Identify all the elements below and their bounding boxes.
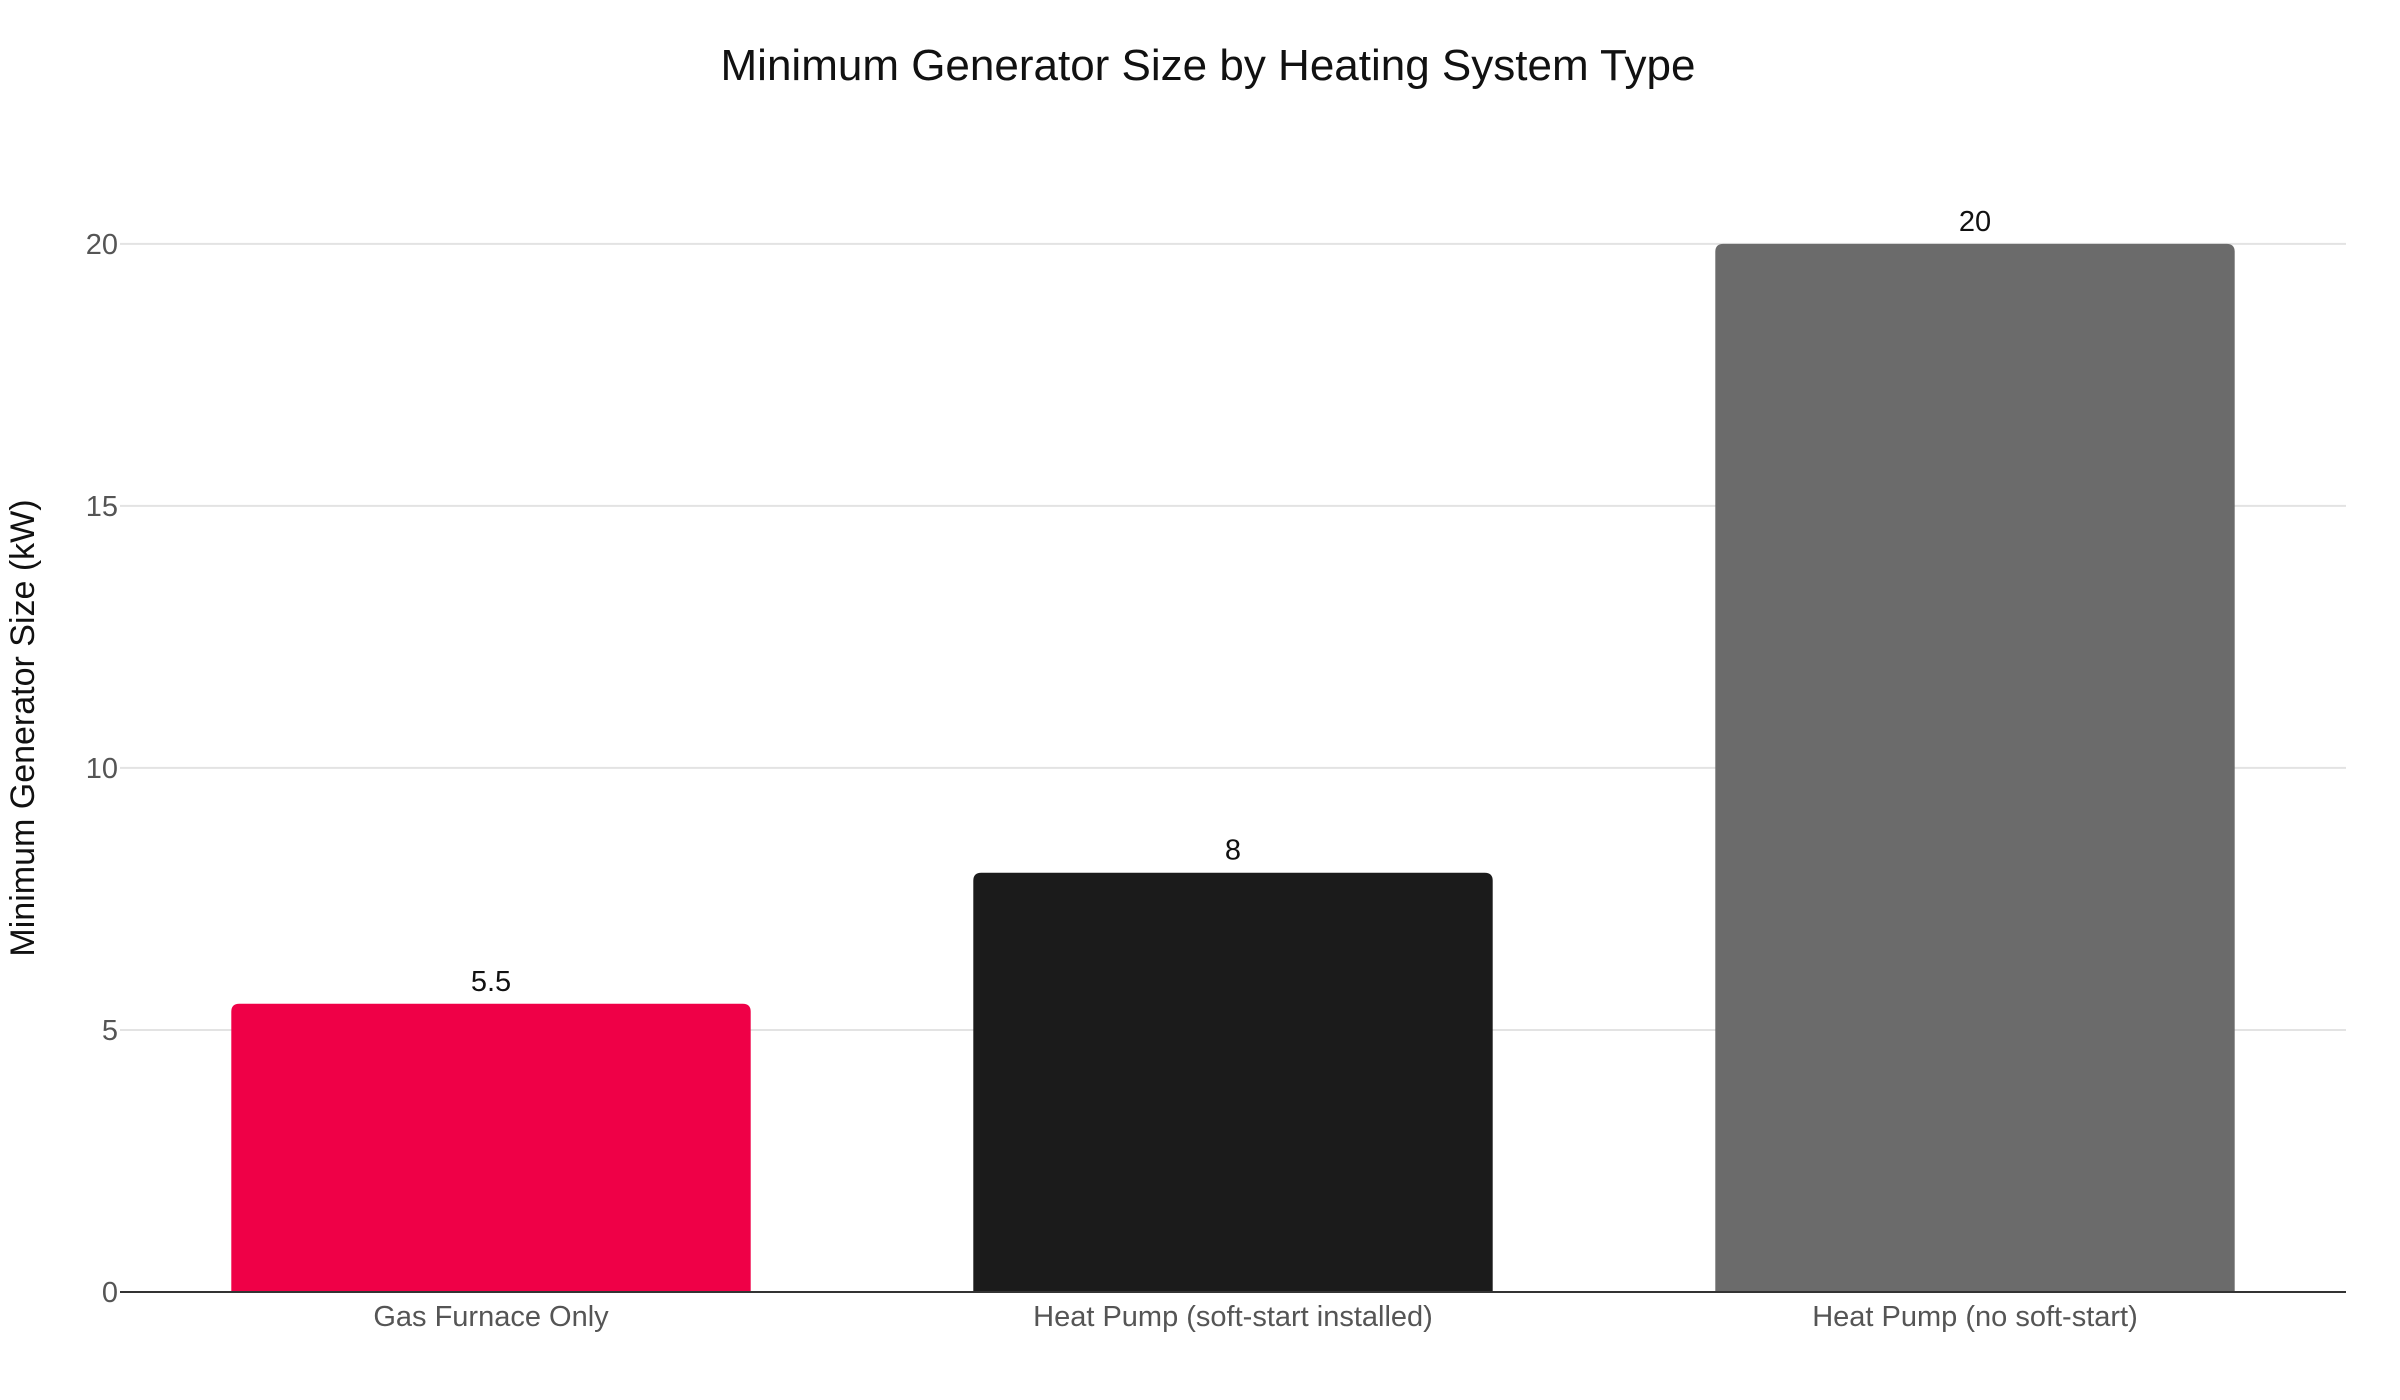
bar <box>973 872 1493 1292</box>
bar-value-label: 8 <box>1225 835 1241 867</box>
chart-title: Minimum Generator Size by Heating System… <box>721 41 1696 90</box>
y-tick-label: 5 <box>102 1015 118 1047</box>
data-labels: 5.5 8 20 <box>471 206 1991 998</box>
y-axis-ticks: 0 5 10 15 20 <box>86 229 118 1309</box>
bar <box>1715 243 2235 1293</box>
bar-value-label: 20 <box>1959 206 1991 238</box>
x-tick-label: Heat Pump (soft-start installed) <box>1033 1301 1433 1333</box>
x-tick-label: Gas Furnace Only <box>373 1301 609 1333</box>
y-tick-label: 10 <box>86 753 118 785</box>
bars <box>231 243 2235 1293</box>
bar-value-label: 5.5 <box>471 966 511 998</box>
y-tick-label: 20 <box>86 229 118 261</box>
x-axis-ticks: Gas Furnace Only Heat Pump (soft-start in… <box>373 1301 2137 1333</box>
bar <box>231 1003 751 1292</box>
y-axis-title: Minimum Generator Size (kW) <box>4 499 42 956</box>
y-tick-label: 15 <box>86 491 118 523</box>
x-tick-label: Heat Pump (no soft-start) <box>1812 1301 2138 1333</box>
y-tick-label: 0 <box>102 1277 118 1309</box>
